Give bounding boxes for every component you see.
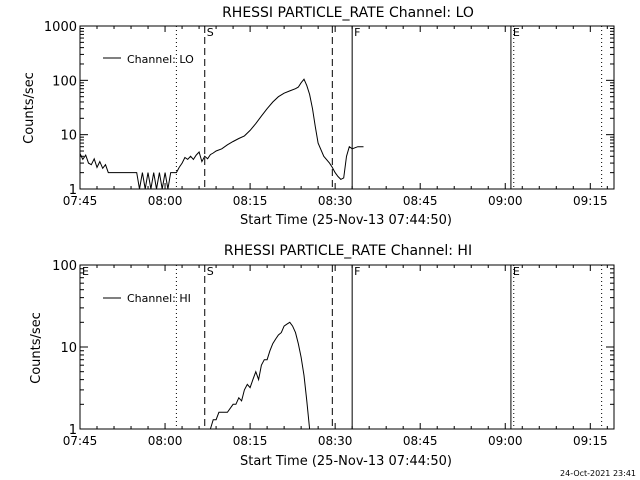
event-marker-label: E	[513, 26, 520, 39]
chart-title-lo: RHESSI PARTICLE_RATE Channel: LO	[222, 5, 474, 21]
x-tick-label: 09:15	[573, 194, 608, 208]
y-axis-ticks-hi: 1 10 100	[52, 259, 614, 438]
x-tick-label: 08:45	[403, 434, 438, 448]
x-axis-ticks-hi: 07:45 08:00 08:15 08:30 08:45 09:00 09:15	[63, 265, 608, 448]
event-marker-label: E	[82, 265, 89, 278]
legend-lo: Channel: LO	[103, 53, 194, 66]
chart-panel-hi: RHESSI PARTICLE_RATE Channel: HI E S F E 07…	[29, 243, 615, 469]
x-tick-label: 08:15	[233, 194, 268, 208]
event-marker-label: E	[513, 265, 520, 278]
series-line-lo	[79, 78, 364, 190]
chart-title-hi: RHESSI PARTICLE_RATE Channel: HI	[224, 243, 472, 259]
y-tick-label: 100	[52, 259, 77, 274]
x-tick-label: 08:00	[148, 434, 183, 448]
y-axis-ticks-lo: 1 10 100 1000	[44, 20, 614, 198]
x-tick-label: 09:00	[488, 194, 523, 208]
y-tick-label: 100	[52, 74, 77, 89]
x-axis-label-lo: Start Time (25-Nov-13 07:44:50)	[240, 213, 452, 228]
y-axis-label-hi: Counts/sec	[29, 312, 44, 384]
legend-label-lo: Channel: LO	[127, 53, 194, 66]
y-tick-label: 10	[60, 129, 77, 144]
x-tick-label: 08:30	[318, 434, 353, 448]
x-tick-label: 08:30	[318, 194, 353, 208]
y-tick-label: 1	[69, 183, 77, 198]
plot-frame-lo	[79, 25, 615, 190]
y-tick-label: 10	[60, 341, 77, 356]
legend-hi: Channel: HI	[103, 292, 191, 305]
y-axis-label-lo: Counts/sec	[22, 72, 37, 144]
footer-timestamp: 24-Oct-2021 23:41	[560, 469, 636, 478]
event-marker-label: S	[207, 265, 214, 278]
event-marker-label: F	[354, 26, 360, 39]
x-tick-label: 09:00	[488, 434, 523, 448]
event-marker-label: S	[207, 26, 214, 39]
x-tick-label: 09:15	[573, 434, 608, 448]
x-tick-label: 08:15	[233, 434, 268, 448]
legend-label-hi: Channel: HI	[127, 292, 191, 305]
x-tick-label: 07:45	[63, 194, 98, 208]
x-tick-label: 08:00	[148, 194, 183, 208]
x-axis-ticks-lo: 07:45 08:00 08:15 08:30 08:45 09:00 09:15	[63, 26, 608, 208]
event-marker-label: F	[354, 265, 360, 278]
x-tick-label: 07:45	[63, 434, 98, 448]
plot-frame-hi	[79, 264, 615, 430]
x-tick-label: 08:45	[403, 194, 438, 208]
x-axis-label-hi: Start Time (25-Nov-13 07:44:50)	[240, 454, 452, 469]
y-tick-label: 1	[69, 423, 77, 438]
series-line-hi	[209, 321, 311, 430]
chart-panel-lo: RHESSI PARTICLE_RATE Channel: LO S F E 07:…	[22, 5, 615, 228]
y-tick-label: 1000	[44, 20, 77, 35]
